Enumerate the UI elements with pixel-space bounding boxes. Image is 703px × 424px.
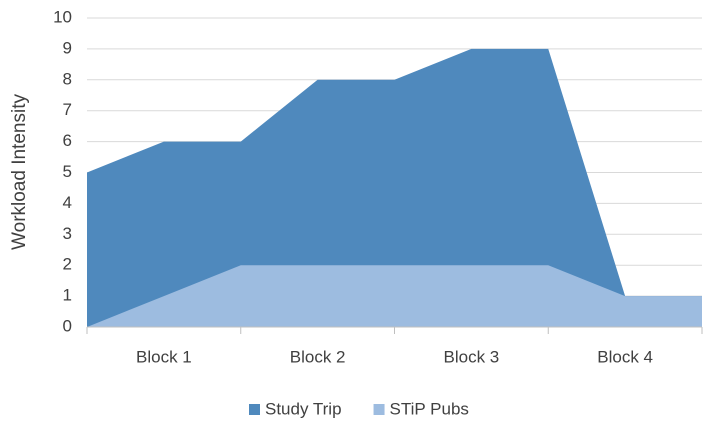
y-tick-label: 9 <box>63 38 72 57</box>
y-tick-label: 2 <box>63 255 72 274</box>
y-tick-label: 10 <box>53 7 72 26</box>
y-tick-label: 7 <box>63 100 72 119</box>
y-tick-label: 0 <box>63 316 72 335</box>
legend-swatch <box>373 404 385 415</box>
area <box>87 48 702 328</box>
legend-label: Study Trip <box>265 399 342 418</box>
x-tick-label: Block 1 <box>136 347 192 366</box>
x-tick-label: Block 2 <box>290 347 346 366</box>
y-tick-label: 4 <box>63 193 72 212</box>
x-tick-label: Block 4 <box>597 347 653 366</box>
legend-label: STiP Pubs <box>390 399 469 418</box>
y-tick-label: 6 <box>63 131 72 150</box>
x-tick-label: Block 3 <box>444 347 500 366</box>
legend-swatch <box>249 404 260 415</box>
y-tick-label: 1 <box>63 286 72 305</box>
y-axis-label: Workload Intensity <box>9 94 30 250</box>
area <box>87 265 702 327</box>
y-tick-label: 5 <box>63 162 72 181</box>
y-tick-label: 3 <box>63 224 72 243</box>
y-tick-label: 8 <box>63 69 72 88</box>
